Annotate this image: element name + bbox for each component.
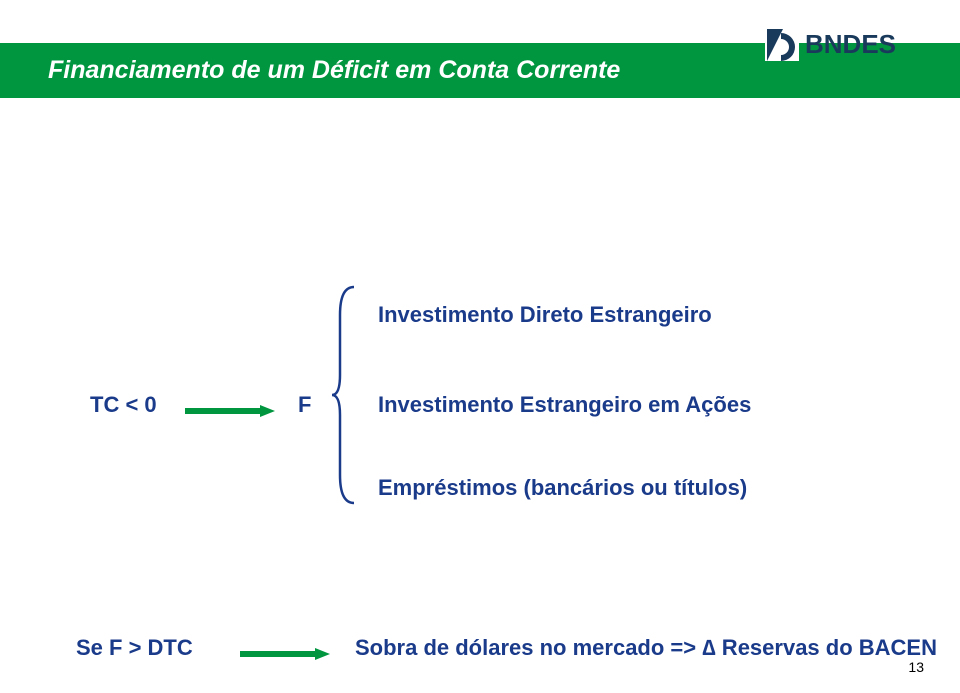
brace-icon xyxy=(330,285,358,505)
arrow-icon xyxy=(240,647,330,659)
tc-label: TC < 0 xyxy=(90,392,157,418)
f-label: F xyxy=(298,392,311,418)
header-title: Financiamento de um Déficit em Conta Cor… xyxy=(48,56,620,85)
item-direto: Investimento Direto Estrangeiro xyxy=(378,302,712,328)
logo-text: BNDES xyxy=(805,29,896,60)
item-emprestimos: Empréstimos (bancários ou títulos) xyxy=(378,475,747,501)
sobra-text: Sobra de dólares no mercado => ∆ Reserva… xyxy=(355,635,937,661)
logo-mark-icon xyxy=(765,27,799,61)
logo: BNDES xyxy=(765,25,905,63)
content-area: TC < 0 F Investimento Direto Estrangeiro… xyxy=(0,130,960,650)
item-acoes: Investimento Estrangeiro em Ações xyxy=(378,392,751,418)
page-number: 13 xyxy=(908,659,924,675)
arrow-icon xyxy=(185,404,275,416)
sef-label: Se F > DTC xyxy=(76,635,193,661)
